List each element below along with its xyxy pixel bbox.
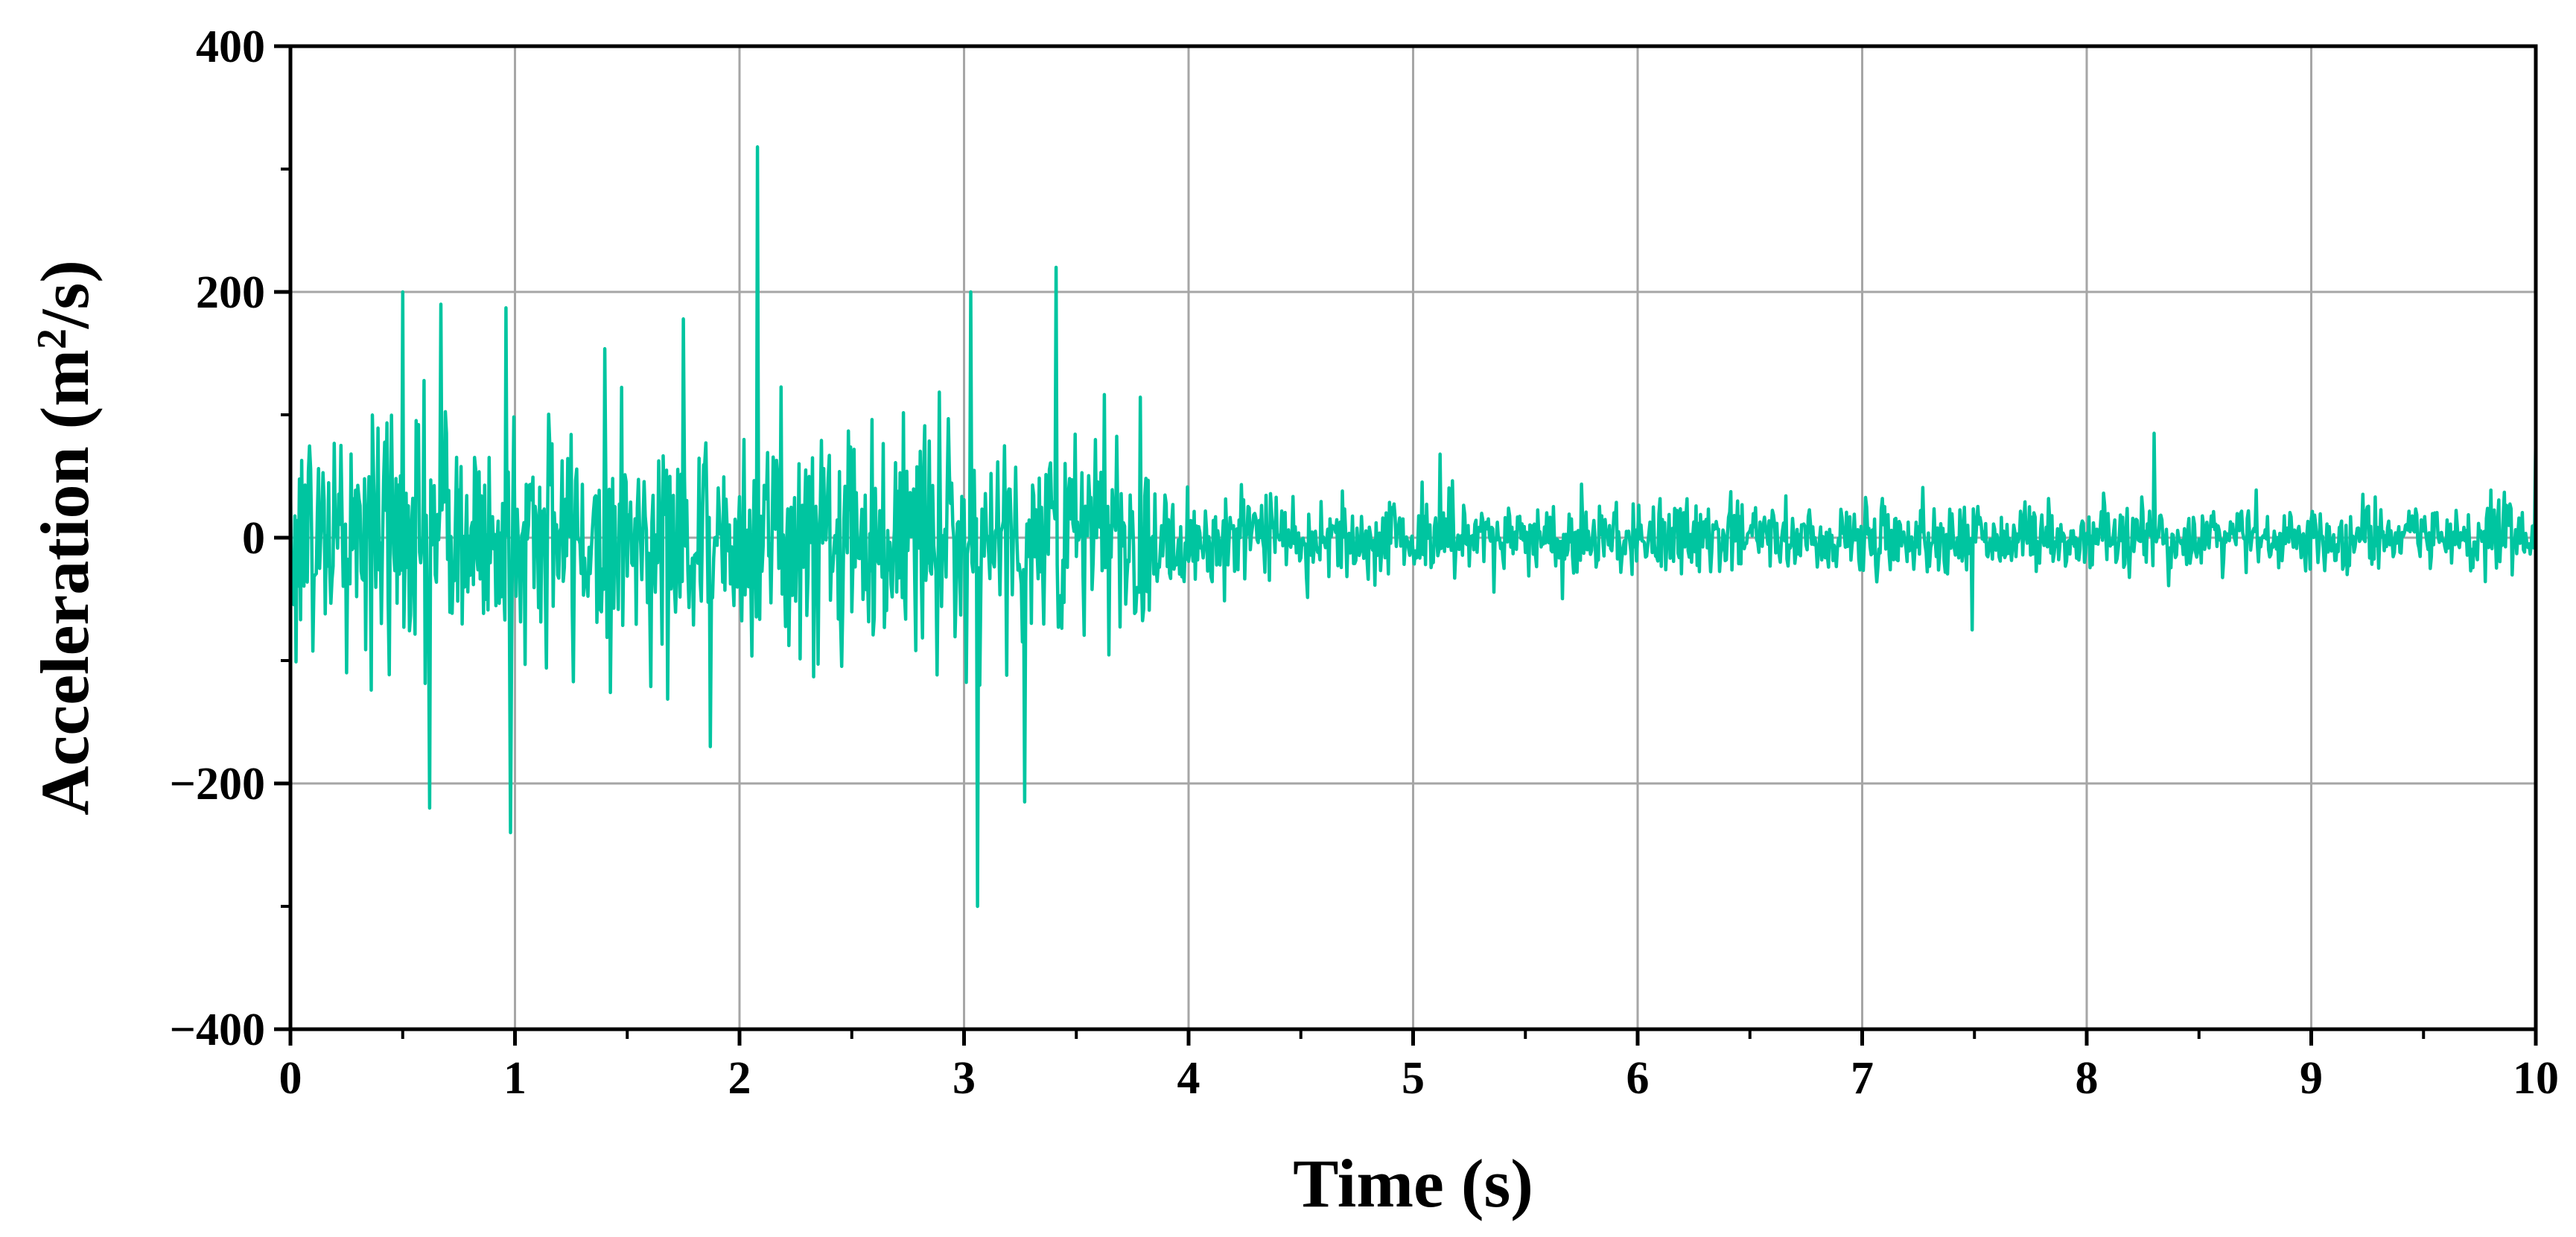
y-tick-label: −200 [170, 759, 265, 810]
x-tick-labels: 0 1 2 3 4 5 6 7 8 9 10 [279, 1053, 2560, 1104]
x-tick-label: 6 [1626, 1053, 1650, 1104]
y-tick-label: 0 [242, 513, 265, 564]
x-tick-label: 9 [2300, 1053, 2323, 1104]
y-axis-title: Acceleration (m2/s) [27, 260, 103, 815]
axes [274, 44, 2538, 1046]
x-tick-label: 5 [1402, 1053, 1425, 1104]
y-axis-title-unit: /s) [27, 260, 103, 329]
series-layer [288, 145, 2538, 909]
x-tick-label: 2 [728, 1053, 751, 1104]
y-axis-title-main: Acceleration (m [27, 349, 103, 815]
x-tick-label: 7 [1851, 1053, 1874, 1104]
x-tick-label: 8 [2076, 1053, 2099, 1104]
x-axis-title: Time (s) [1293, 1145, 1533, 1221]
acceleration-series-line [288, 145, 2538, 909]
x-tick-label: 10 [2513, 1053, 2559, 1104]
y-tick-label: −400 [170, 1005, 265, 1055]
x-tick-label: 4 [1177, 1053, 1200, 1104]
y-tick-labels: −400 −200 0 200 400 [170, 22, 265, 1055]
y-tick-label: 200 [196, 267, 265, 318]
x-tick-label: 1 [503, 1053, 527, 1104]
x-tick-label: 0 [279, 1053, 302, 1104]
y-tick-label: 400 [196, 22, 265, 72]
y-axis-title-superscript: 2 [29, 328, 75, 349]
x-tick-label: 3 [953, 1053, 976, 1104]
